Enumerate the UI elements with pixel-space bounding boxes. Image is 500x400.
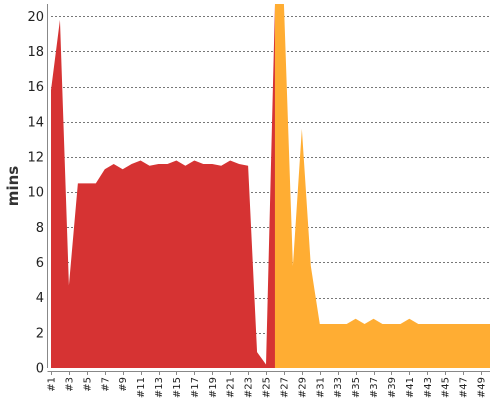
x-tick-label-25: #25 [262,377,273,398]
x-tick-label-1: #1 [47,377,58,392]
x-tick-label-49: #49 [477,377,488,398]
x-tick-label-11: #11 [136,377,147,398]
x-tick-label-47: #47 [459,377,470,398]
series-area-2 [274,4,490,368]
x-tick-label-17: #17 [190,377,201,398]
y-axis-title: mins [4,166,22,206]
x-tick-label-5: #5 [82,377,93,392]
x-tick-label-13: #13 [154,377,165,398]
y-tick-label-14: 14 [27,115,44,130]
y-tick-label-18: 18 [27,45,44,60]
x-tick-label-9: #9 [118,377,129,392]
x-tick-label-41: #41 [405,377,416,398]
x-tick-label-39: #39 [387,377,398,398]
x-tick-label-37: #37 [369,377,380,398]
label-layer: mins 0 2 4 6 8 10 12 14 16 18 20 #1 #3 #5 #7 #9 #11 #13 #1… [4,10,488,398]
x-tick-label-31: #31 [315,377,326,398]
x-tick-label-45: #45 [441,377,452,398]
y-tick-label-16: 16 [27,80,44,95]
x-tick-label-35: #35 [351,377,362,398]
y-tick-label-0: 0 [36,362,44,377]
x-tick-label-21: #21 [226,377,237,398]
area-layer [51,4,490,368]
x-tick-label-3: #3 [64,377,75,392]
x-tick-label-43: #43 [423,377,434,398]
y-tick-label-12: 12 [27,150,44,165]
x-tick-label-27: #27 [279,377,290,398]
x-tick-label-33: #33 [333,377,344,398]
series-area-1 [51,4,275,368]
y-tick-label-4: 4 [36,291,44,306]
y-tick-label-6: 6 [36,256,44,271]
y-tick-label-8: 8 [36,221,44,236]
x-tick-label-19: #19 [208,377,219,398]
x-tick-label-29: #29 [297,377,308,398]
x-tick-label-23: #23 [244,377,255,398]
x-tick-label-7: #7 [100,377,111,392]
y-tick-label-10: 10 [27,186,44,201]
y-tick-label-20: 20 [27,10,44,25]
y-tick-label-2: 2 [36,326,44,341]
axis-layer [47,4,490,375]
x-tick-label-15: #15 [172,377,183,398]
